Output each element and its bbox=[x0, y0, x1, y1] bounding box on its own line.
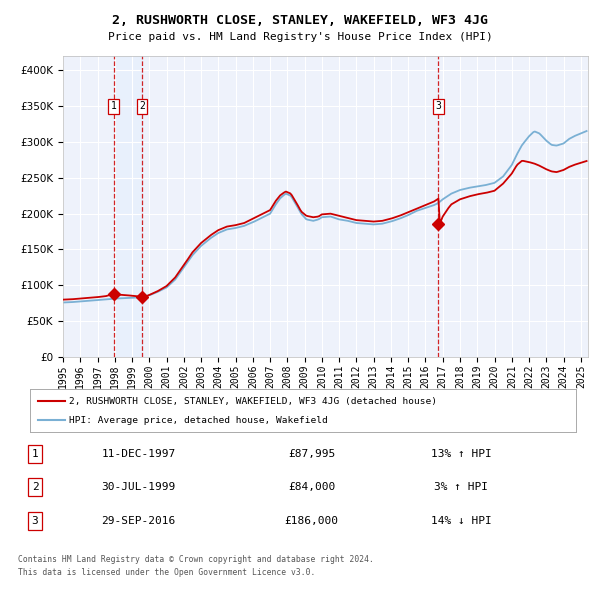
Text: Contains HM Land Registry data © Crown copyright and database right 2024.: Contains HM Land Registry data © Crown c… bbox=[18, 555, 374, 564]
Text: 1: 1 bbox=[111, 101, 117, 111]
Text: 2, RUSHWORTH CLOSE, STANLEY, WAKEFIELD, WF3 4JG (detached house): 2, RUSHWORTH CLOSE, STANLEY, WAKEFIELD, … bbox=[70, 397, 437, 406]
Text: 3: 3 bbox=[436, 101, 441, 111]
Text: 1: 1 bbox=[32, 449, 38, 459]
Text: Price paid vs. HM Land Registry's House Price Index (HPI): Price paid vs. HM Land Registry's House … bbox=[107, 32, 493, 42]
Text: This data is licensed under the Open Government Licence v3.0.: This data is licensed under the Open Gov… bbox=[18, 568, 316, 577]
Text: 2, RUSHWORTH CLOSE, STANLEY, WAKEFIELD, WF3 4JG: 2, RUSHWORTH CLOSE, STANLEY, WAKEFIELD, … bbox=[112, 14, 488, 27]
Text: 11-DEC-1997: 11-DEC-1997 bbox=[101, 449, 176, 459]
Text: 2: 2 bbox=[139, 101, 145, 111]
Bar bbox=[114, 56, 142, 357]
Text: £186,000: £186,000 bbox=[284, 516, 338, 526]
Text: 3% ↑ HPI: 3% ↑ HPI bbox=[434, 483, 488, 492]
Text: £84,000: £84,000 bbox=[288, 483, 335, 492]
Text: 29-SEP-2016: 29-SEP-2016 bbox=[101, 516, 176, 526]
Text: £87,995: £87,995 bbox=[288, 449, 335, 459]
Text: 14% ↓ HPI: 14% ↓ HPI bbox=[431, 516, 491, 526]
Text: HPI: Average price, detached house, Wakefield: HPI: Average price, detached house, Wake… bbox=[70, 416, 328, 425]
Text: 13% ↑ HPI: 13% ↑ HPI bbox=[431, 449, 491, 459]
Text: 3: 3 bbox=[32, 516, 38, 526]
Text: 2: 2 bbox=[32, 483, 38, 492]
Text: 30-JUL-1999: 30-JUL-1999 bbox=[101, 483, 176, 492]
